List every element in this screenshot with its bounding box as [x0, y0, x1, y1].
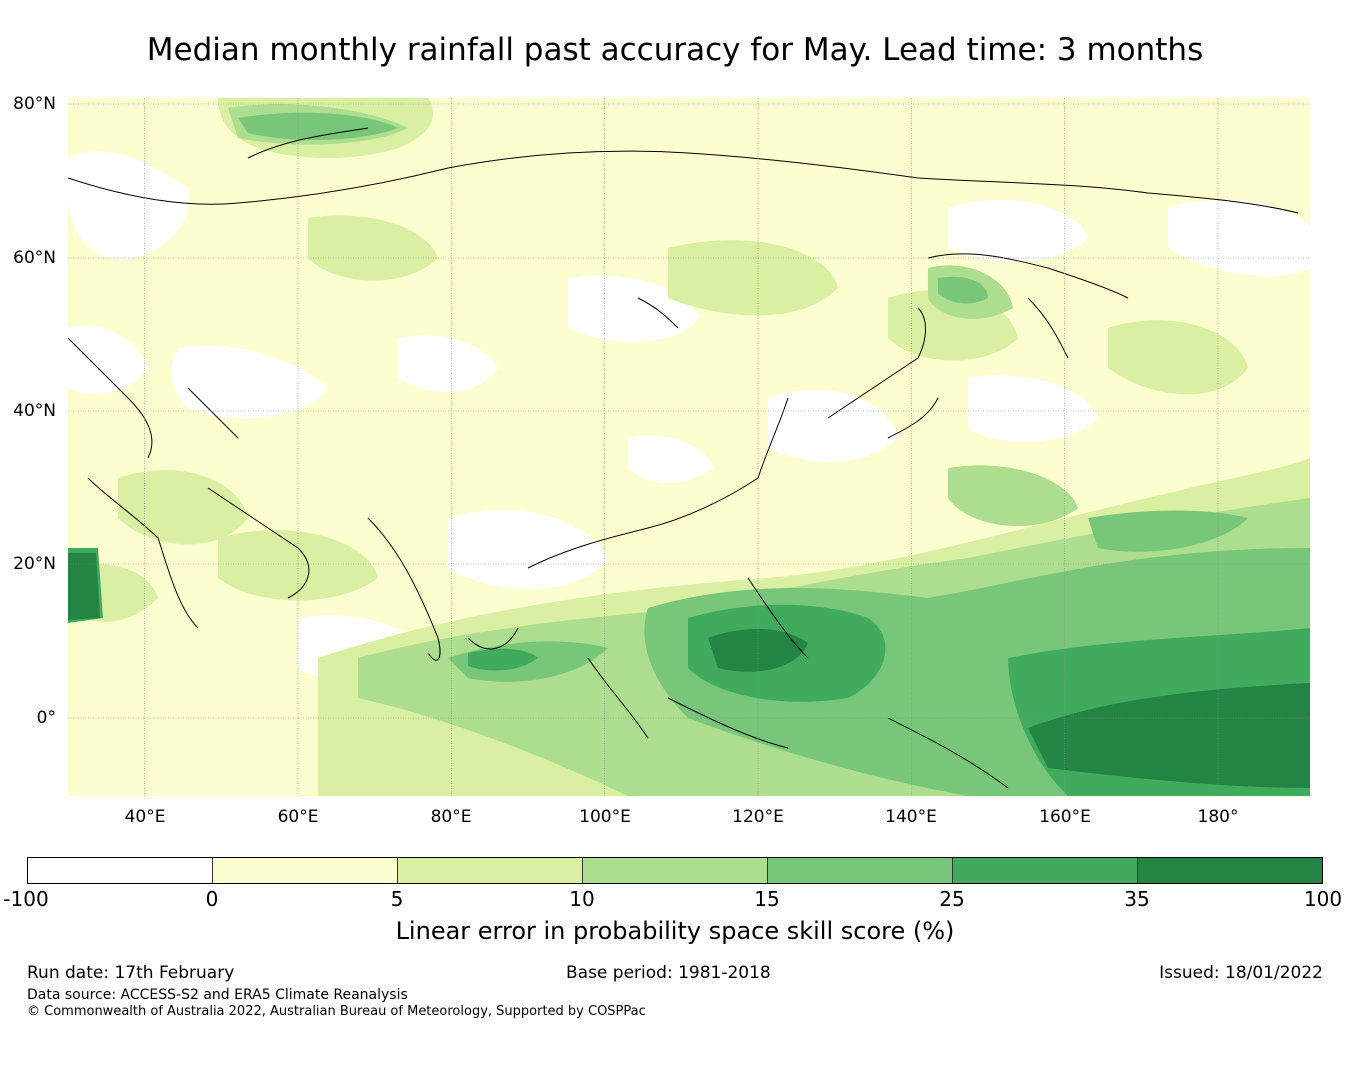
colorbar-tick-3: 10 [569, 887, 595, 911]
data-source: Data source: ACCESS-S2 and ERA5 Climate … [27, 987, 408, 1003]
lon-label-100e: 100°E [579, 807, 631, 827]
colorbar-tick-4: 15 [754, 887, 780, 911]
colorbar-segment-1 [213, 858, 398, 883]
colorbar-tick-1: 0 [205, 887, 219, 911]
skill-map [68, 98, 1310, 796]
lon-label-60e: 60°E [277, 807, 319, 827]
colorbar-tick-6: 35 [1124, 887, 1150, 911]
lon-label-140e: 140°E [885, 807, 937, 827]
colorbar-segment-5 [953, 858, 1138, 883]
colorbar-tick-2: 5 [390, 887, 404, 911]
colorbar-tick-0: -100 [3, 887, 49, 911]
lat-label-60n: 60°N [13, 248, 56, 268]
lon-label-120e: 120°E [732, 807, 784, 827]
lon-label-80e: 80°E [430, 807, 472, 827]
colorbar [27, 857, 1323, 884]
colorbar-segment-6 [1138, 858, 1322, 883]
colorbar-tick-5: 25 [939, 887, 965, 911]
coastlines [68, 127, 1299, 789]
lat-label-80n: 80°N [13, 94, 56, 114]
colorbar-segment-2 [398, 858, 583, 883]
page-title: Median monthly rainfall past accuracy fo… [146, 32, 1204, 68]
lat-label-40n: 40°N [13, 401, 56, 421]
lon-label-40e: 40°E [124, 807, 166, 827]
lon-label-160e: 160°E [1039, 807, 1091, 827]
lon-label-180: 180° [1197, 807, 1239, 827]
colorbar-segment-0 [28, 858, 213, 883]
skill-35-100-regions [68, 553, 1310, 788]
issued-date: Issued: 18/01/2022 [1159, 963, 1323, 983]
lat-label-equator: 0° [36, 708, 56, 728]
graticule [68, 98, 1310, 796]
colorbar-segment-3 [583, 858, 768, 883]
colorbar-label: Linear error in probability space skill … [395, 917, 955, 945]
base-period: Base period: 1981-2018 [566, 963, 771, 983]
colorbar-segment-4 [768, 858, 953, 883]
run-date: Run date: 17th February [27, 963, 235, 983]
colorbar-tick-7: 100 [1303, 887, 1343, 911]
copyright: © Commonwealth of Australia 2022, Austra… [27, 1004, 646, 1019]
lat-label-20n: 20°N [13, 554, 56, 574]
